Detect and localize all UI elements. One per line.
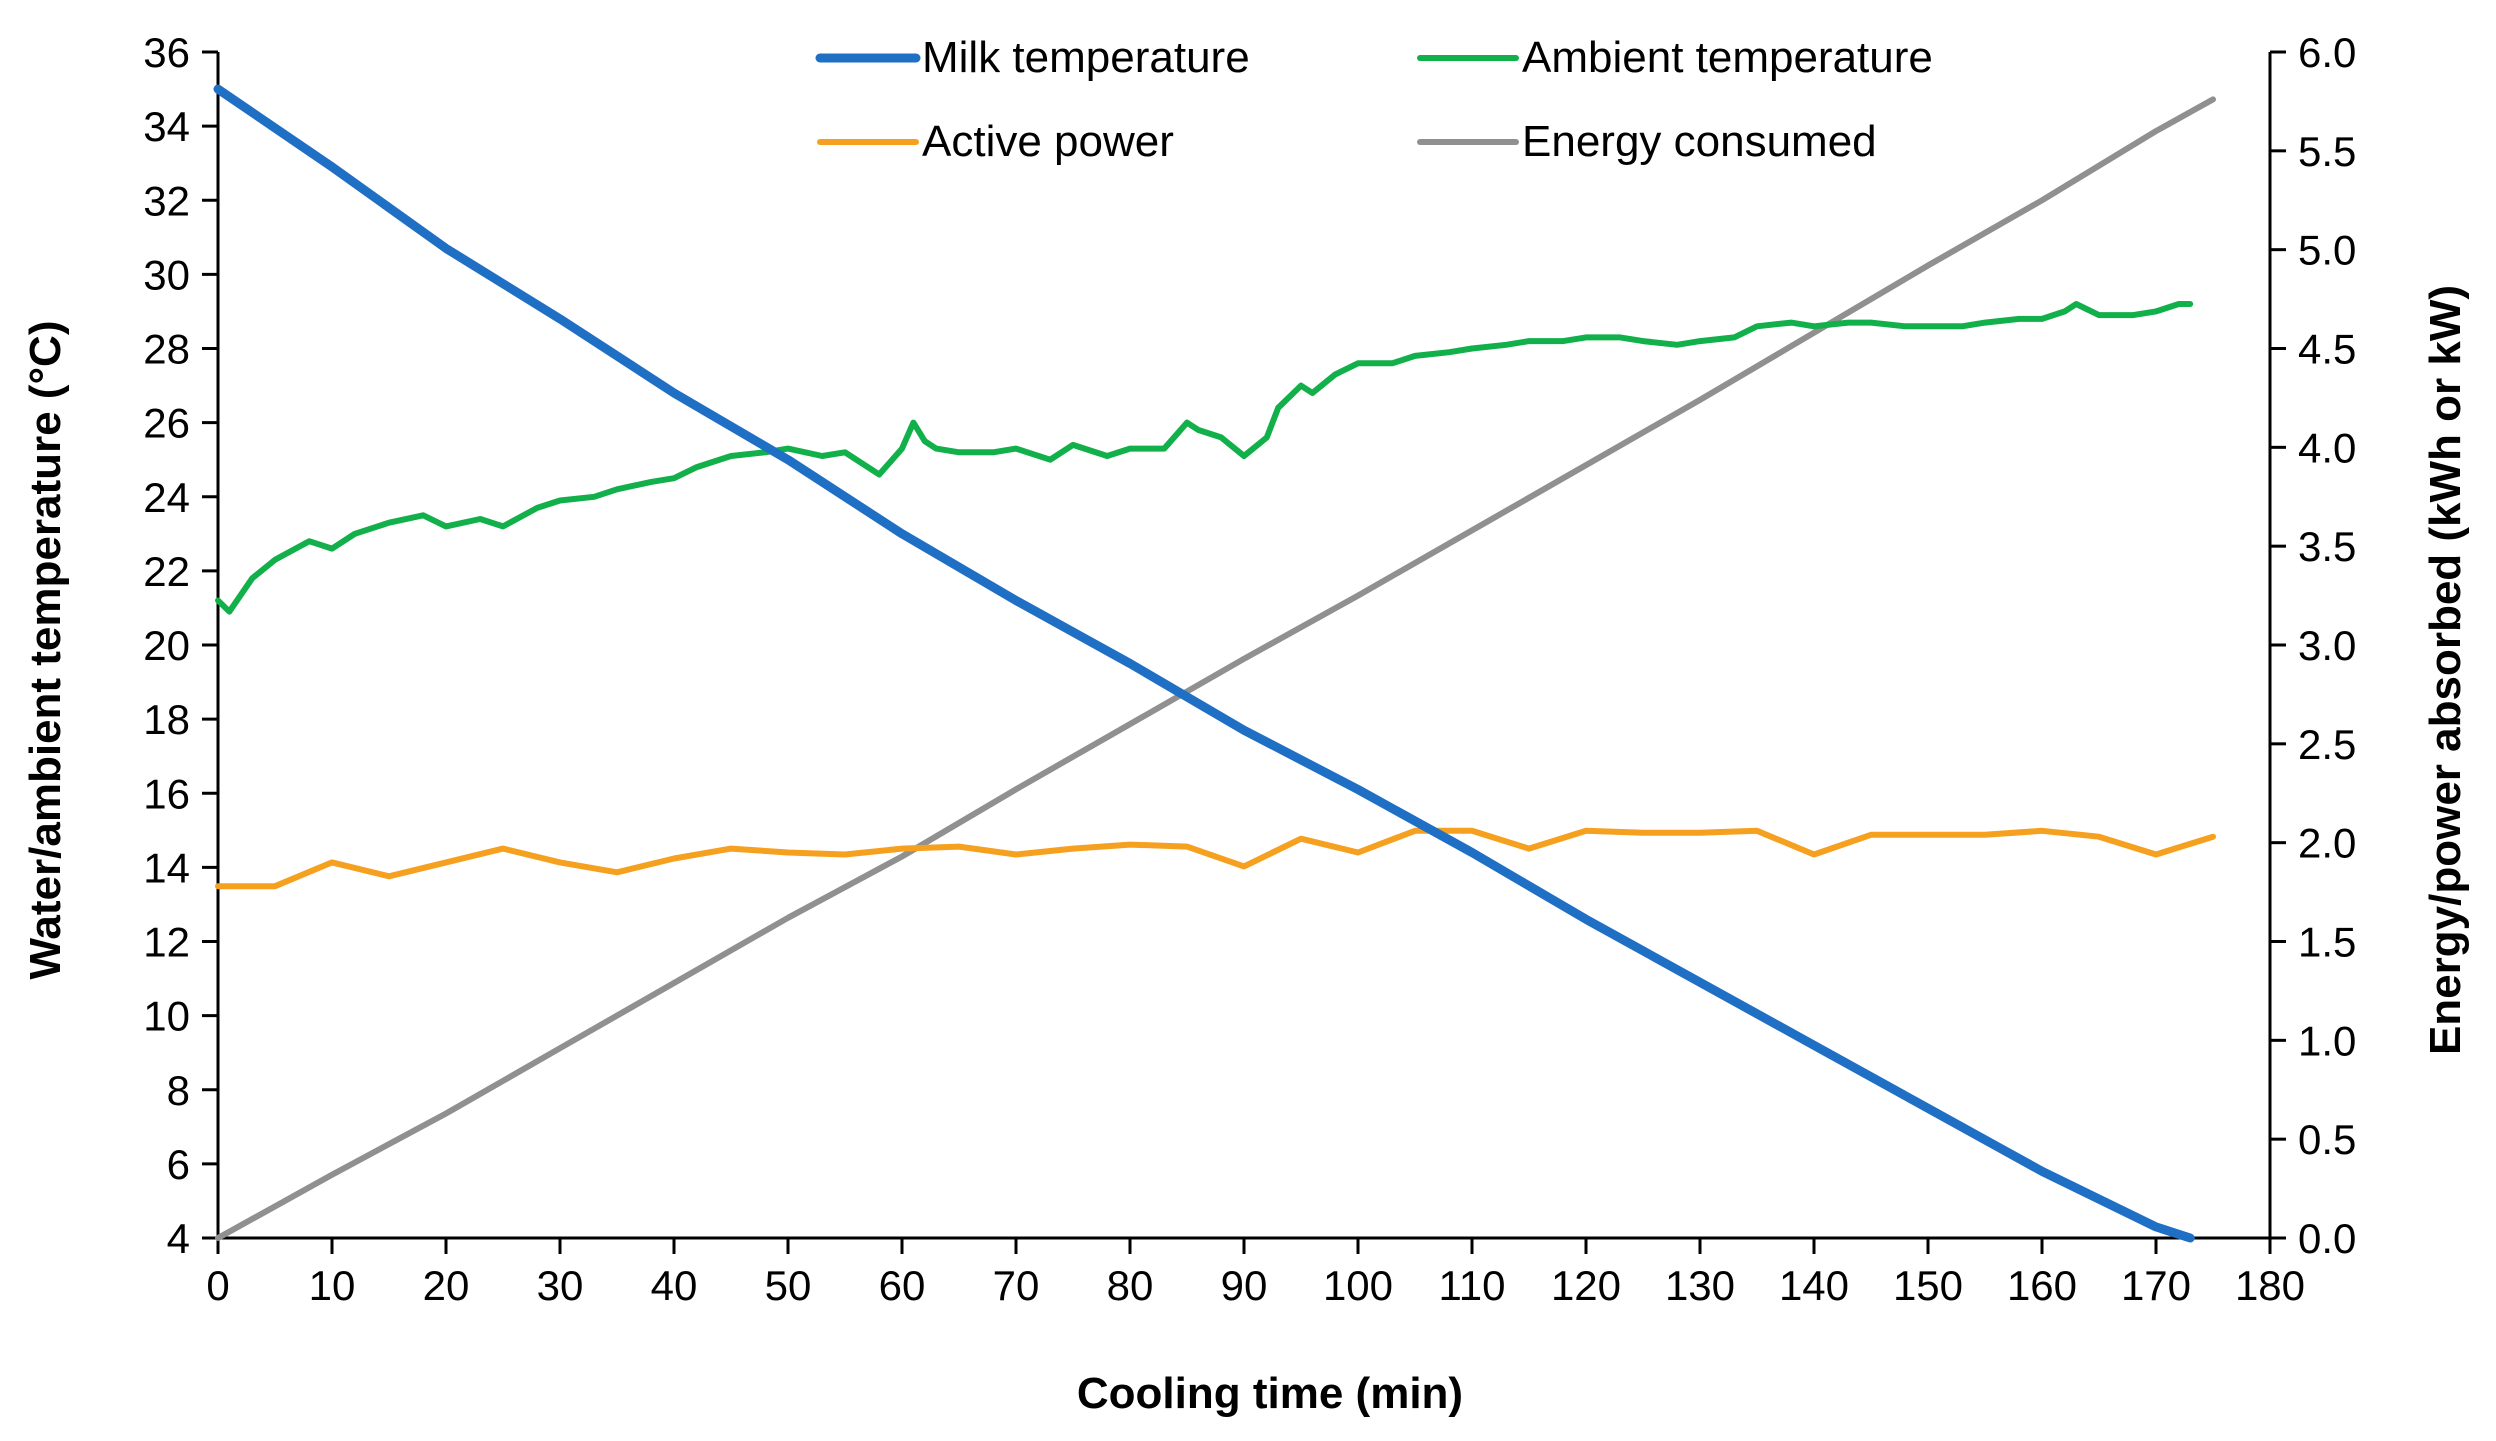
legend-label-energy-consumed: Energy consumed: [1522, 117, 1877, 166]
axes-layer: 0 10 20 30 40 50 60 70 80 90 100 110 120 130 140 150 160…: [143, 29, 2356, 1309]
x-tick-label: 140: [1779, 1262, 1849, 1309]
x-tick-label: 20: [423, 1262, 470, 1309]
series-line-milk-temperature: [213, 84, 2195, 1243]
y-left-tick-label: 12: [143, 919, 190, 966]
y-left-tick-label: 22: [143, 548, 190, 595]
x-tick-label: 100: [1323, 1262, 1393, 1309]
x-tick-label: 80: [1107, 1262, 1154, 1309]
x-tick-label: 0: [206, 1262, 229, 1309]
x-axis-title: Cooling time (min): [1077, 1369, 1463, 1418]
x-tick-label: 90: [1221, 1262, 1268, 1309]
series-layer: [213, 84, 2216, 1243]
y-right-tick-label: 1.5: [2298, 919, 2356, 966]
legend-label-milk-temperature: Milk temperature: [922, 33, 1250, 82]
x-tick-label: 60: [879, 1262, 926, 1309]
legend-label-ambient-temperature: Ambient temperature: [1522, 33, 1933, 82]
y-left-tick-label: 32: [143, 177, 190, 224]
y-right-tick-label: 2.0: [2298, 820, 2356, 867]
y-left-tick-label: 30: [143, 251, 190, 298]
legend: Milk temperature Ambient temperature Activ…: [815, 33, 1933, 166]
x-tick-label: 40: [651, 1262, 698, 1309]
y-right-tick-label: 3.0: [2298, 622, 2356, 669]
y-left-axis-title: Water/ambient temperature (°C): [21, 321, 70, 980]
y-right-axis-title: Energy/power absorbed (kWh or kW): [2421, 285, 2470, 1055]
series-line-ambient-temperature: [215, 301, 2194, 615]
y-right-tick-label: 0.5: [2298, 1116, 2356, 1163]
x-tick-label: 50: [765, 1262, 812, 1309]
y-left-tick-label: 26: [143, 400, 190, 447]
y-right-tick-label: 1.0: [2298, 1017, 2356, 1064]
y-left-tick-label: 36: [143, 29, 190, 76]
y-left-tick-label: 4: [167, 1215, 190, 1262]
x-tick-label: 170: [2121, 1262, 2191, 1309]
y-left-tick-label: 16: [143, 770, 190, 817]
y-right-tick-label: 3.5: [2298, 523, 2356, 570]
y-right-tick-label: 6.0: [2298, 29, 2356, 76]
x-tick-label: 160: [2007, 1262, 2077, 1309]
y-right-tick-label: 2.5: [2298, 721, 2356, 768]
y-left-tick-label: 6: [167, 1141, 190, 1188]
y-right-tick-label: 5.5: [2298, 128, 2356, 175]
y-left-tick-label: 28: [143, 326, 190, 373]
y-left-tick-label: 8: [167, 1067, 190, 1114]
y-right-tick-label: 5.0: [2298, 227, 2356, 274]
x-tick-label: 120: [1551, 1262, 1621, 1309]
y-left-tick-label: 34: [143, 103, 190, 150]
y-left-tick-label: 14: [143, 844, 190, 891]
y-left-tick-label: 24: [143, 474, 190, 521]
legend-label-active-power: Active power: [922, 117, 1174, 166]
y-right-tick-label: 4.5: [2298, 326, 2356, 373]
x-tick-label: 30: [537, 1262, 584, 1309]
y-right-tick-label: 0.0: [2298, 1215, 2356, 1262]
series-line-active-power: [215, 827, 2216, 890]
x-tick-label: 150: [1893, 1262, 1963, 1309]
series-line-energy-consumed: [215, 96, 2216, 1241]
x-tick-label: 180: [2235, 1262, 2305, 1309]
x-tick-label: 110: [1439, 1262, 1506, 1309]
x-tick-label: 70: [993, 1262, 1040, 1309]
y-left-tick-label: 18: [143, 696, 190, 743]
y-left-tick-label: 10: [143, 993, 190, 1040]
x-tick-label: 130: [1665, 1262, 1735, 1309]
y-left-tick-label: 20: [143, 622, 190, 669]
y-right-tick-label: 4.0: [2298, 424, 2356, 471]
x-tick-label: 10: [309, 1262, 356, 1309]
